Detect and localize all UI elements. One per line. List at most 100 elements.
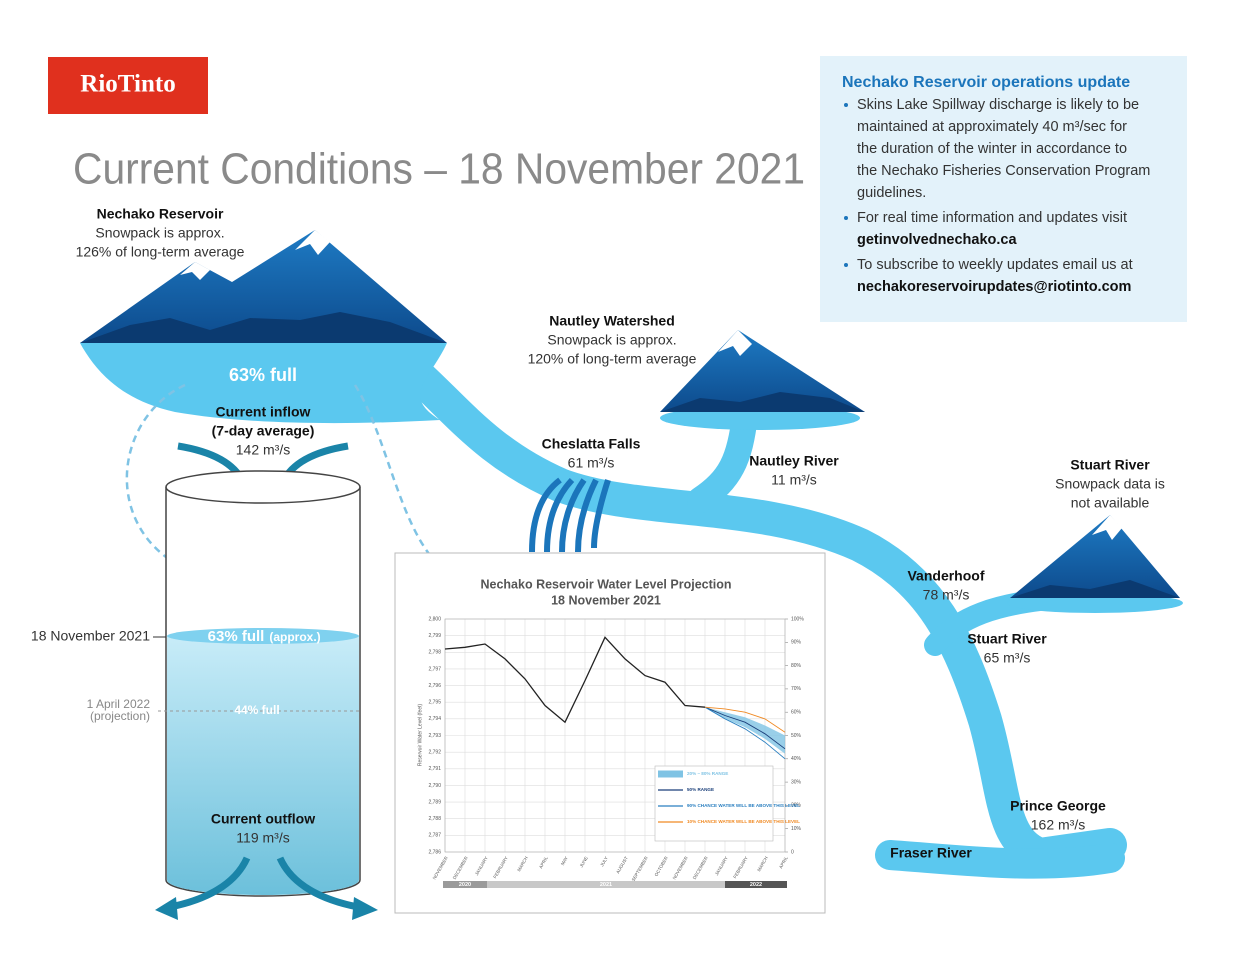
bullet-dot xyxy=(844,216,848,220)
y-tick-label: 2,786 xyxy=(428,849,441,855)
place-labels: Nautley Watershed Snowpack is approx. 12… xyxy=(528,313,1165,861)
reservoir-note: Snowpack is approx. xyxy=(95,225,224,241)
bullet-text: Skins Lake Spillway discharge is likely … xyxy=(857,97,1139,113)
place-flow: 65 m³/s xyxy=(984,650,1031,666)
snow-cap xyxy=(295,230,330,255)
y-tick-label: 2,789 xyxy=(428,799,441,805)
bullet-link: getinvolvednechako.ca xyxy=(857,232,1017,248)
snow-cap xyxy=(1092,515,1122,540)
cylinder-top xyxy=(165,470,361,504)
lake xyxy=(80,343,447,424)
y2-tick-label: 100% xyxy=(791,616,804,622)
logo-box xyxy=(48,57,208,114)
y-tick-label: 2,800 xyxy=(428,616,441,622)
projected-fill: 44% full xyxy=(234,703,279,717)
bullet-dot xyxy=(844,263,848,267)
place-flow: 11 m³/s xyxy=(771,472,817,488)
reservoir-note: 126% of long-term average xyxy=(76,244,245,260)
update-box xyxy=(820,56,1187,322)
y2-tick-label: 80% xyxy=(791,663,802,669)
place-name: Fraser River xyxy=(890,845,972,861)
series-line xyxy=(704,706,786,733)
arrow-head xyxy=(352,897,378,920)
y-tick-label: 2,790 xyxy=(428,783,441,789)
place-name: Cheslatta Falls xyxy=(542,436,641,452)
snow-cap xyxy=(718,330,752,356)
year-bar xyxy=(487,881,725,888)
inflow-label: Current inflow xyxy=(216,404,311,420)
y-tick-label: 2,796 xyxy=(428,683,441,689)
projected-date: 1 April 2022 xyxy=(87,697,151,711)
y-tick-label: 2,795 xyxy=(428,700,441,706)
place-flow: 162 m³/s xyxy=(1031,817,1085,833)
projected-note: (projection) xyxy=(90,709,150,723)
place-note: Snowpack data is xyxy=(1055,476,1165,492)
y-tick-label: 2,791 xyxy=(428,766,441,772)
place-name: Stuart River xyxy=(967,631,1047,647)
chart-subtitle: 18 November 2021 xyxy=(551,593,661,607)
x-tick-label: APRIL xyxy=(538,855,549,869)
place-flow: 61 m³/s xyxy=(568,455,615,471)
x-tick-label: JUNE xyxy=(579,856,589,869)
bullet-text: the duration of the winter in accordance… xyxy=(857,141,1127,157)
bullet-dot xyxy=(844,103,848,107)
y-tick-label: 2,799 xyxy=(428,633,441,639)
arrow-head xyxy=(155,897,178,920)
current-fill: 63% full xyxy=(208,628,265,645)
bullet-link: nechakoreservoirupdates@riotinto.com xyxy=(857,279,1131,295)
x-tick-label: MAY xyxy=(560,856,569,867)
current-approx: (approx.) xyxy=(269,630,320,644)
mountain-base xyxy=(80,312,447,343)
inflow-value: 142 m³/s xyxy=(236,442,290,458)
legend-label: 10% CHANCE WATER WILL BE ABOVE THIS LEVE… xyxy=(687,819,800,824)
bullet-text: maintained at approximately 40 m³/sec fo… xyxy=(857,119,1127,135)
mountain-base xyxy=(1010,580,1180,598)
legend-label: 20% – 80% RANGE xyxy=(687,771,728,776)
outflow-arrow xyxy=(169,856,359,911)
outflow-value: 119 m³/s xyxy=(236,830,289,846)
y-tick-label: 2,794 xyxy=(428,716,441,722)
place-name: Stuart River xyxy=(1070,457,1150,473)
mountain xyxy=(80,230,447,343)
bullet-text: guidelines. xyxy=(857,185,926,201)
series-line xyxy=(704,706,786,750)
cylinder-water xyxy=(167,636,359,895)
place-name: Nautley River xyxy=(749,453,839,469)
bullet-text: For real time information and updates vi… xyxy=(857,210,1127,226)
water-surface xyxy=(167,628,359,644)
y-tick-label: 2,797 xyxy=(428,666,441,672)
inflow-sub: (7-day average) xyxy=(212,423,315,439)
y2-tick-label: 10% xyxy=(791,826,802,832)
year-label: 2022 xyxy=(750,882,762,888)
y2-tick-label: 50% xyxy=(791,733,802,739)
current-date: 18 November 2021 xyxy=(31,628,150,644)
y2-tick-label: 0 xyxy=(791,849,794,855)
chart-title: Nechako Reservoir Water Level Projection xyxy=(480,577,731,591)
x-tick-label: JULY xyxy=(599,856,609,868)
y2-tick-label: 30% xyxy=(791,779,802,785)
y-tick-label: 2,793 xyxy=(428,733,441,739)
y2-tick-label: 60% xyxy=(791,710,802,716)
bullet-list: Skins Lake Spillway discharge is likely … xyxy=(844,97,1150,295)
place-note: not available xyxy=(1071,495,1150,511)
year-bar xyxy=(725,881,787,888)
mountain xyxy=(1010,515,1180,598)
y2-tick-label: 70% xyxy=(791,686,802,692)
legend-label: 50% RANGE xyxy=(687,787,714,792)
y2-tick-label: 20% xyxy=(791,803,802,809)
x-tick-label: APRIL xyxy=(778,855,789,869)
mountain xyxy=(660,330,865,412)
legend-label: 90% CHANCE WATER WILL BE ABOVE THIS LEVE… xyxy=(687,803,800,808)
bullet-text: the Nechako Fisheries Conservation Progr… xyxy=(857,163,1150,179)
reservoir-name: Nechako Reservoir xyxy=(97,206,224,222)
update-title: Nechako Reservoir operations update xyxy=(842,74,1130,91)
y-tick-label: 2,787 xyxy=(428,833,441,839)
projection-chart: 2,786 2,787 2,788 2,789 2,790 2,791 2,792 2,793… xyxy=(428,616,804,888)
series-line xyxy=(704,706,786,760)
reservoir-fill: 63% full xyxy=(229,365,297,385)
mountain-base xyxy=(660,392,865,412)
y2-tick-label: 40% xyxy=(791,756,802,762)
year-label: 2021 xyxy=(600,882,612,888)
y2-tick-label: 90% xyxy=(791,640,802,646)
